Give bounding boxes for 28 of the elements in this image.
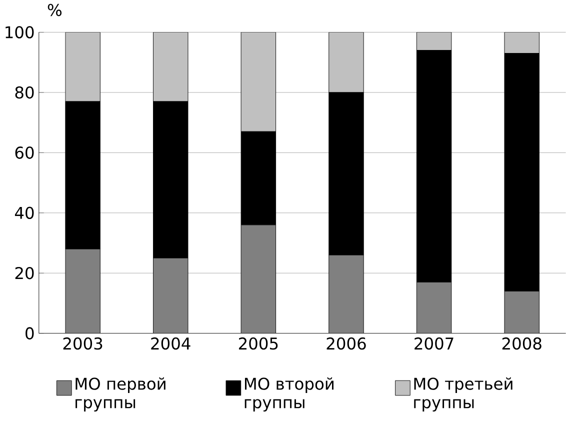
bar: [153, 32, 188, 102]
y-axis-title: %: [48, 4, 62, 16]
x-tick-label: 2005: [238, 337, 278, 350]
bar: [416, 32, 452, 50]
bar: [328, 254, 364, 334]
y-tick-label: 0: [26, 326, 34, 340]
legend-label: МО второй группы: [244, 377, 334, 412]
y-tick-label: 80: [15, 86, 34, 98]
y-tick-label: 100: [6, 26, 34, 38]
bar: [241, 224, 276, 334]
bar: [416, 282, 452, 334]
x-tick-label: 2007: [414, 337, 454, 350]
x-tick-label: 2003: [63, 337, 102, 350]
y-tick-label: 40: [14, 206, 34, 219]
bar: [65, 32, 100, 102]
legend-label: МО третьей группы: [414, 377, 512, 412]
y-tick-label: 60: [15, 146, 34, 159]
y-tick-label: 20: [15, 266, 34, 280]
legend-label: МО первой группы: [76, 377, 166, 412]
bar: [153, 258, 188, 334]
bar: [504, 32, 540, 54]
bar: [504, 290, 540, 334]
bar: [328, 32, 364, 92]
x-tick-label: 2008: [502, 337, 542, 350]
bar: [240, 32, 276, 132]
bar: [65, 248, 100, 334]
x-tick-label: 2006: [326, 337, 366, 350]
x-tick-label: 2004: [151, 337, 190, 350]
